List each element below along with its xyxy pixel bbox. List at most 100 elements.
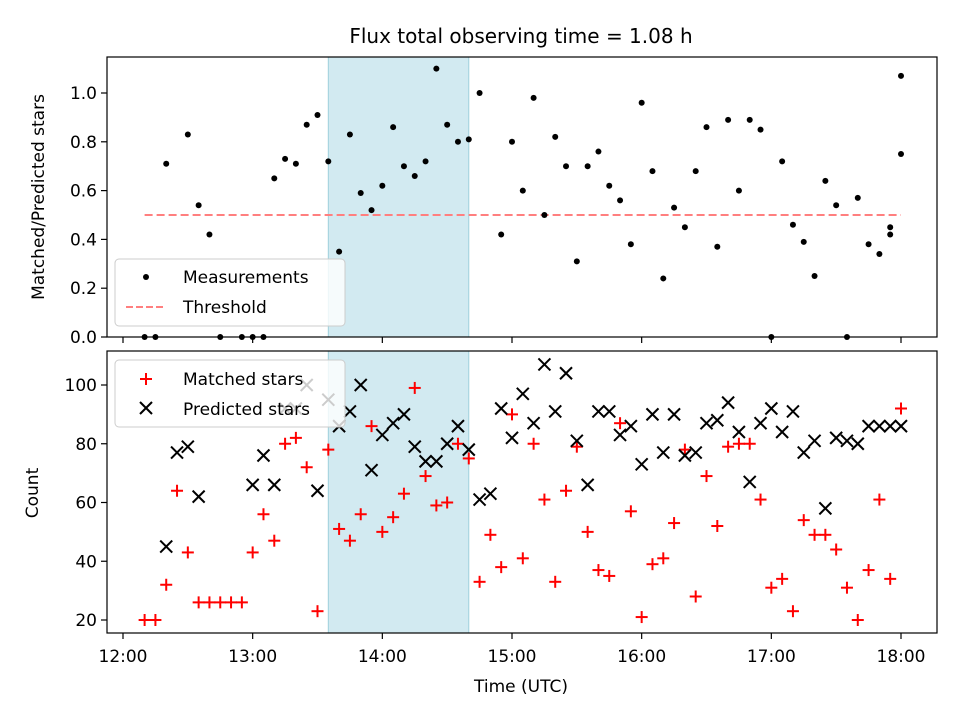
legend-threshold-label: Threshold [182, 298, 267, 318]
predicted-star-point [548, 404, 562, 419]
matched-star-point [873, 493, 886, 506]
predicted-star-point [483, 486, 498, 501]
measurement-point [444, 121, 451, 128]
matched-star-point [689, 590, 702, 603]
measurement-point [476, 90, 483, 96]
measurement-point [433, 65, 440, 72]
measurement-point [898, 72, 904, 79]
top-panel: 0.0 0.2 0.4 0.6 0.8 1.0 Matched/Predicted sta… [29, 56, 938, 348]
matched-star-point [527, 437, 540, 450]
predicted-star-point [591, 404, 606, 419]
matched-star-point [819, 528, 832, 541]
measurement-point [638, 99, 645, 106]
matched-star-point [268, 534, 281, 547]
measurement-point [379, 182, 386, 189]
matched-star-point [311, 605, 324, 618]
x-axis-label: Time (UTC) [473, 677, 568, 697]
matched-star-point [884, 572, 897, 585]
predicted-star-point [559, 366, 573, 380]
measurement-point [822, 177, 829, 184]
bottom-x-ticks: 12:00 13:00 14:00 15:00 16:00 17:00 18:00 [99, 633, 926, 667]
predicted-star-point [191, 489, 206, 504]
matched-star-point [430, 499, 443, 512]
matched-star-point [181, 546, 194, 559]
matched-star-point [441, 496, 454, 509]
predicted-star-point [840, 434, 854, 448]
matched-star-point [419, 470, 432, 483]
measurement-point [357, 190, 364, 197]
matched-star-point [624, 505, 637, 518]
measurement-point [746, 116, 753, 123]
matched-star-point [732, 437, 745, 450]
legend-matched-marker [140, 373, 152, 385]
predicted-star-point [775, 425, 789, 439]
matched-star-point [840, 581, 853, 594]
measurement-point [584, 163, 591, 170]
predicted-star-point [645, 407, 660, 422]
matched-star-point [171, 484, 184, 497]
predicted-star-point [753, 416, 768, 430]
predicted-star-point [894, 419, 908, 433]
matched-star-point [138, 614, 151, 626]
predicted-star-point [354, 378, 368, 392]
bottom-highlight-span [327, 350, 470, 634]
predicted-star-point [851, 437, 865, 451]
matched-star-point [473, 575, 486, 588]
predicted-star-point [829, 431, 843, 445]
predicted-star-point [418, 454, 433, 469]
measurement-point [789, 221, 796, 228]
bottom-panel: 20 40 60 80 100 12:00 13:00 14:00 15:00 16:00 17:… [23, 350, 938, 697]
top-highlight-span [327, 56, 470, 338]
predicted-star-point [494, 401, 508, 416]
matched-star-point [451, 437, 464, 450]
measurement-point [552, 133, 559, 140]
measurement-point [465, 136, 472, 143]
measurement-point [714, 243, 721, 250]
predicted-star-point [743, 475, 757, 489]
matched-star-point [646, 558, 659, 571]
measurement-point [887, 231, 894, 238]
matched-star-point [376, 525, 389, 538]
y-tick-label: 0.2 [70, 279, 97, 299]
measurement-point [617, 197, 624, 204]
matched-star-point [797, 514, 810, 527]
measurement-point [271, 175, 278, 182]
measurement-point [876, 251, 883, 258]
matched-star-point [365, 420, 378, 433]
predicted-star-point [537, 357, 552, 372]
predicted-star-point [678, 448, 692, 463]
legend-predicted-label: Predicted stars [183, 400, 310, 420]
measurement-point [346, 131, 353, 138]
measurement-point [498, 231, 505, 238]
matched-star-point [279, 437, 292, 450]
measurement-point [649, 168, 656, 175]
matched-star-point [462, 452, 475, 465]
matched-star-point [700, 470, 713, 483]
matched-star-point [408, 381, 421, 394]
matched-star-point [743, 437, 756, 450]
measurement-point [163, 160, 170, 167]
matched-star-point [495, 561, 508, 574]
measurement-point [422, 158, 429, 165]
matched-star-point [754, 493, 767, 506]
y-tick-label: 80 [75, 435, 97, 455]
predicted-star-point [872, 419, 887, 433]
predicted-star-point [699, 416, 714, 430]
matched-star-point [570, 440, 583, 453]
measurement-point [865, 241, 872, 248]
measurement-point [898, 151, 904, 157]
x-tick-label: 12:00 [99, 647, 148, 667]
measurement-point [519, 187, 526, 194]
bottom-y-ticks: 20 40 60 80 100 [65, 376, 107, 631]
predicted-star-point [732, 425, 746, 439]
matched-star-point [657, 552, 670, 565]
predicted-star-point [818, 501, 833, 516]
bottom-axes-frame [106, 350, 938, 634]
y-tick-label: 60 [75, 494, 97, 514]
legend-matched-label: Matched stars [183, 370, 303, 390]
measurement-point [195, 202, 202, 209]
matched-star-point [516, 552, 529, 565]
measurement-point [725, 116, 732, 123]
matched-star-point [354, 508, 367, 521]
predicted-star-point [688, 445, 703, 460]
